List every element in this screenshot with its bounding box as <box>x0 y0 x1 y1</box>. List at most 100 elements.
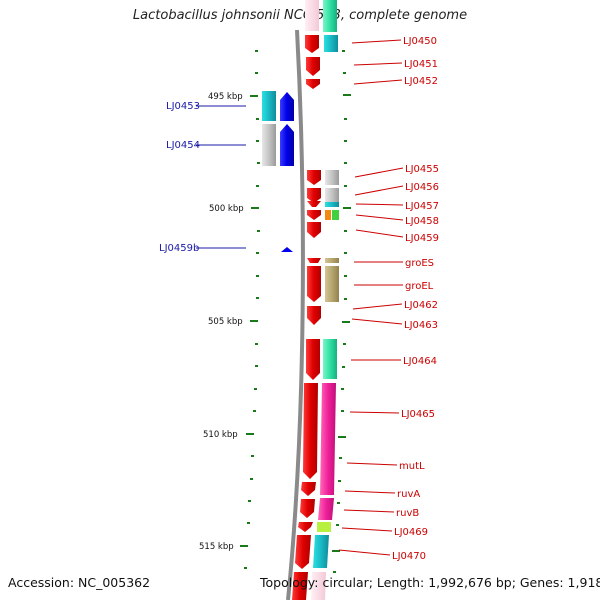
scale-tick <box>337 502 340 504</box>
gene-mark <box>323 0 337 32</box>
gene-mark <box>332 210 339 220</box>
scale-tick <box>255 50 258 52</box>
genome-backbone <box>286 29 305 600</box>
gene-mark <box>307 188 321 203</box>
gene-mark <box>317 522 331 532</box>
gene-mark <box>292 572 308 600</box>
scale-tick <box>247 522 250 524</box>
gene-mark <box>262 91 276 121</box>
gene-mark <box>305 35 319 53</box>
gene-label-ruvb[interactable]: ruvB <box>396 508 419 519</box>
gene-mark <box>307 201 321 207</box>
scale-tick <box>342 366 345 368</box>
leader-line <box>352 303 403 310</box>
scale-tick <box>255 343 258 345</box>
scale-tick <box>256 275 259 277</box>
gene-label-lj0453[interactable]: LJ0453 <box>166 101 200 112</box>
gene-label-lj0456[interactable]: LJ0456 <box>405 182 439 193</box>
gene-mark <box>301 482 316 496</box>
scale-label: 510 kbp <box>203 430 238 440</box>
gene-mark <box>313 535 329 568</box>
scale-tick <box>343 207 351 209</box>
gene-mark <box>307 306 321 325</box>
scale-tick <box>254 388 257 390</box>
leader-line <box>344 490 396 494</box>
scale-tick <box>343 343 346 345</box>
gene-label-lj0459[interactable]: LJ0459 <box>405 233 439 244</box>
gene-label-lj0452[interactable]: LJ0452 <box>404 76 438 87</box>
gene-mark <box>311 572 326 600</box>
scale-tick <box>255 365 258 367</box>
gene-mark <box>325 170 339 185</box>
scale-tick <box>250 478 253 480</box>
leader-line <box>346 462 398 466</box>
gene-label-mutl[interactable]: mutL <box>399 461 425 472</box>
gene-mark <box>280 92 294 121</box>
gene-label-lj0465[interactable]: LJ0465 <box>401 409 435 420</box>
leader-line <box>343 509 395 513</box>
map-title: Lactobacillus johnsonii NCC 533, complet… <box>132 8 468 23</box>
gene-label-lj0458[interactable]: LJ0458 <box>405 216 439 227</box>
gene-mark <box>305 0 319 31</box>
leader-line <box>351 39 402 44</box>
scale-tick <box>240 545 248 547</box>
gene-label-lj0459b[interactable]: LJ0459b <box>159 243 199 254</box>
gene-label-lj0470[interactable]: LJ0470 <box>392 551 426 562</box>
genome-stats-text: Topology: circular; Length: 1,992,676 bp… <box>260 575 600 590</box>
leader-line <box>354 167 404 178</box>
scale-tick <box>344 230 347 232</box>
scale-tick <box>342 321 350 323</box>
gene-label-lj0464[interactable]: LJ0464 <box>403 356 437 367</box>
scale-tick <box>244 567 247 569</box>
gene-label-lj0454[interactable]: LJ0454 <box>166 140 200 151</box>
gene-label-groel[interactable]: groEL <box>405 281 434 292</box>
gene-mark <box>323 339 337 379</box>
scale-tick <box>341 388 344 390</box>
gene-label-lj0457[interactable]: LJ0457 <box>405 201 439 212</box>
gene-mark <box>325 258 339 263</box>
scale-tick <box>344 140 347 142</box>
gene-mark <box>300 499 315 518</box>
leader-line <box>349 411 400 414</box>
scale-tick <box>338 436 346 438</box>
leader-line <box>355 214 404 221</box>
gene-mark <box>307 258 321 263</box>
gene-label-lj0462[interactable]: LJ0462 <box>404 300 438 311</box>
scale-tick <box>246 433 254 435</box>
scale-tick <box>338 480 341 482</box>
gene-mark <box>298 522 313 532</box>
scale-tick <box>343 72 346 74</box>
scale-tick <box>342 50 345 52</box>
scale-tick <box>339 457 342 459</box>
scale-tick <box>253 410 256 412</box>
scale-tick <box>255 72 258 74</box>
gene-mark <box>325 202 339 207</box>
gene-mark <box>307 266 321 302</box>
gene-label-groes[interactable]: groES <box>405 258 434 269</box>
gene-mark <box>320 383 336 495</box>
gene-mark <box>303 383 318 479</box>
scale-tick <box>256 297 259 299</box>
gene-mark <box>281 247 293 252</box>
gene-label-ruva[interactable]: ruvA <box>397 489 420 500</box>
gene-label-lj0469[interactable]: LJ0469 <box>394 527 428 538</box>
scale-ticks-right <box>332 50 351 573</box>
gene-mark <box>318 498 334 520</box>
gene-mark <box>307 222 321 238</box>
gene-label-lj0450[interactable]: LJ0450 <box>403 36 437 47</box>
scale-tick <box>250 320 258 322</box>
scale-tick <box>343 94 351 96</box>
scale-tick <box>332 550 340 552</box>
gene-mark <box>307 170 321 185</box>
gene-label-lj0455[interactable]: LJ0455 <box>405 164 439 175</box>
forward-strand-features <box>292 0 339 600</box>
leader-line <box>353 79 403 85</box>
gene-label-lj0463[interactable]: LJ0463 <box>404 320 438 331</box>
scale-tick <box>256 140 259 142</box>
leader-line <box>341 527 393 532</box>
gene-mark <box>325 266 339 302</box>
leader-line <box>354 185 404 196</box>
scale-tick <box>336 524 339 526</box>
gene-label-lj0451[interactable]: LJ0451 <box>404 59 438 70</box>
leader-line <box>338 549 391 556</box>
